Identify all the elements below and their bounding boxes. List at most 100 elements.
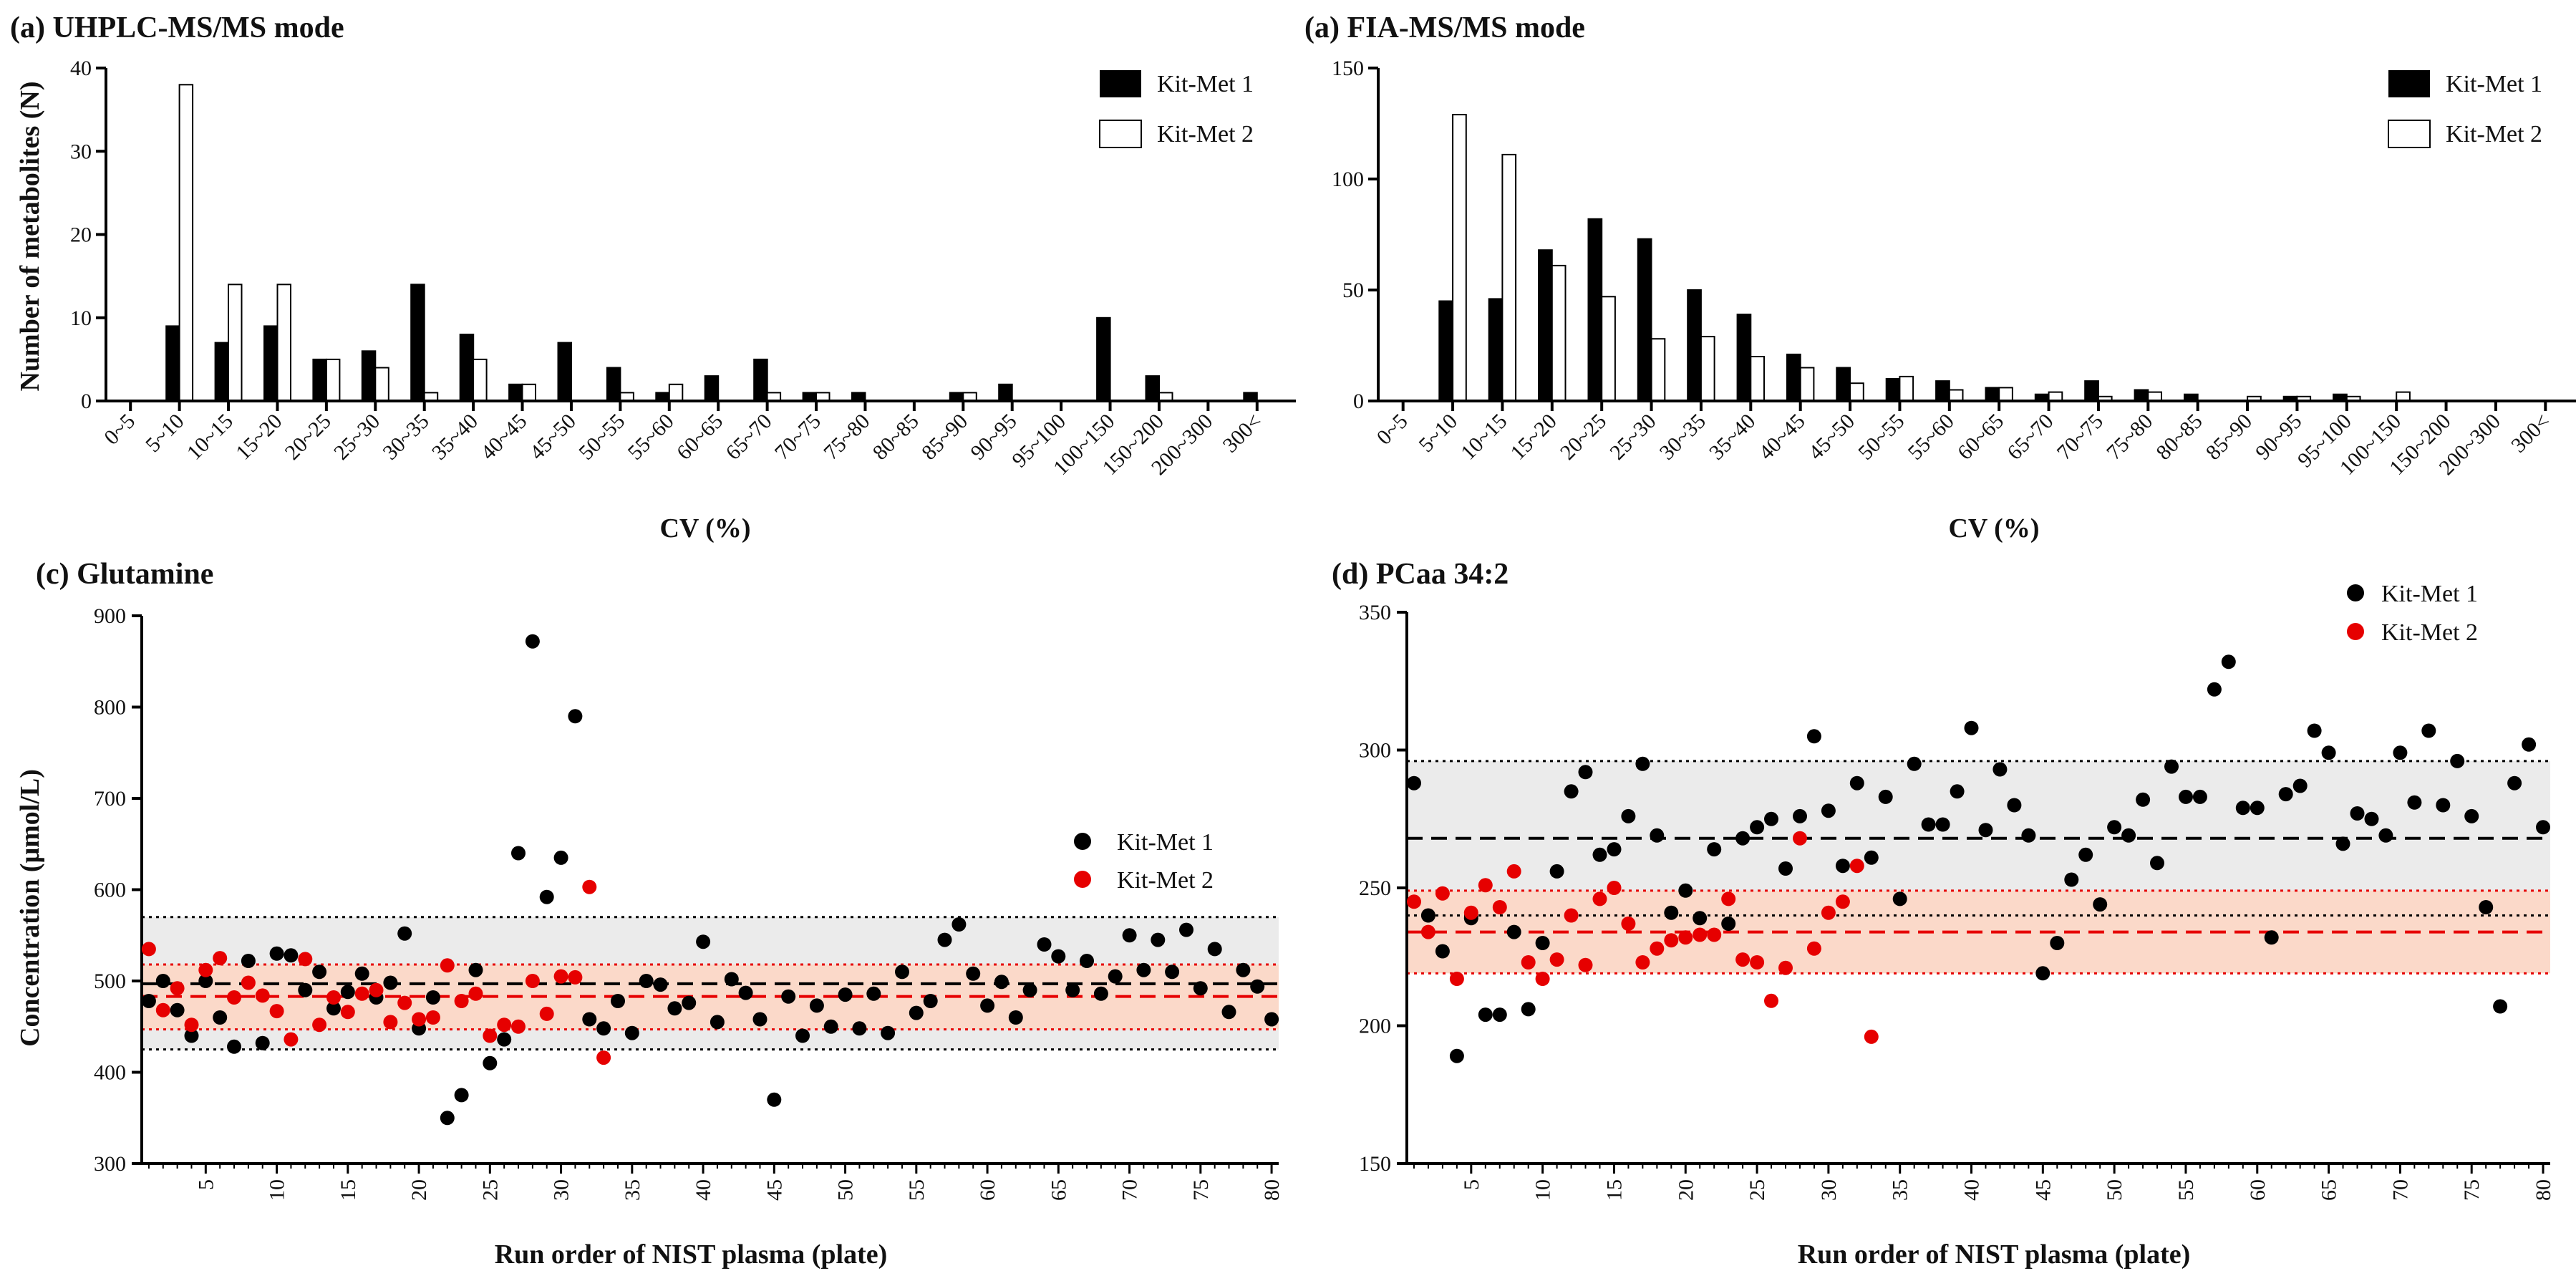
- point-kit-met-1: [1093, 986, 1108, 1001]
- point-kit-met-2: [1821, 905, 1836, 920]
- y-tick-label: 10: [70, 306, 92, 330]
- bar-kit-met-1: [2084, 380, 2099, 402]
- bar-kit-met-1: [1488, 298, 1504, 402]
- point-kit-met-1: [1635, 756, 1650, 771]
- legend-label-kit-met-2: Kit-Met 2: [1117, 867, 1214, 894]
- point-kit-met-1: [1065, 982, 1080, 997]
- x-tick-label: 5~10: [1414, 410, 1462, 458]
- point-kit-met-2: [184, 1017, 199, 1033]
- x-tick-label: 30~35: [378, 410, 433, 465]
- x-tick-label: 65~70: [721, 410, 776, 465]
- x-tick-label: 20~25: [281, 410, 336, 465]
- point-kit-met-1: [483, 1055, 498, 1070]
- point-kit-met-1: [1022, 982, 1037, 997]
- x-tick-label: 85~90: [917, 410, 972, 465]
- point-kit-met-1: [2450, 753, 2465, 768]
- point-kit-met-2: [369, 982, 384, 997]
- y-tick-label: 800: [94, 696, 126, 720]
- point-kit-met-1: [141, 994, 156, 1008]
- bar-kit-met-1: [1736, 314, 1752, 402]
- legend-swatch-kit-met-2: [2388, 120, 2431, 148]
- point-kit-met-1: [2093, 897, 2108, 912]
- point-kit-met-1: [767, 1092, 782, 1107]
- x-tick-label: 25: [478, 1179, 502, 1201]
- x-tick-label: 0~5: [100, 410, 140, 450]
- point-kit-met-2: [1621, 917, 1636, 931]
- point-kit-met-2: [1492, 900, 1507, 914]
- point-kit-met-1: [1535, 936, 1550, 950]
- bar-kit-met-2: [276, 284, 291, 402]
- point-kit-met-2: [1806, 941, 1821, 956]
- x-tick-label: 65: [2318, 1179, 2341, 1201]
- point-kit-met-2: [1607, 881, 1622, 895]
- y-tick-label: 600: [94, 879, 126, 902]
- point-kit-met-1: [1080, 954, 1094, 968]
- point-kit-met-2: [454, 994, 469, 1008]
- legend-label-kit-met-1: Kit-Met 1: [2381, 581, 2478, 607]
- x-tick-label: 10~15: [1456, 410, 1511, 465]
- x-tick-label: 55: [905, 1179, 929, 1201]
- x-tick-label: 30~35: [1655, 410, 1710, 465]
- bar-kit-met-1: [214, 342, 230, 402]
- x-tick-label: 55~60: [1904, 410, 1959, 465]
- point-kit-met-2: [255, 988, 270, 1003]
- bar-kit-met-1: [1985, 387, 2000, 402]
- point-kit-met-1: [1492, 1007, 1507, 1022]
- point-kit-met-1: [2207, 682, 2222, 697]
- point-kit-met-1: [525, 634, 540, 649]
- bar-kit-met-1: [606, 367, 621, 402]
- x-tick-label: 45: [2031, 1179, 2055, 1201]
- x-tick-label: 30: [550, 1179, 573, 1201]
- bar-kit-met-1: [1935, 380, 1950, 402]
- x-tick-label: 70: [1118, 1179, 1142, 1201]
- point-kit-met-2: [553, 969, 568, 984]
- y-tick-label: 30: [70, 140, 92, 163]
- point-kit-met-2: [141, 942, 156, 957]
- legend-label-kit-met-2: Kit-Met 2: [2381, 619, 2478, 646]
- point-kit-met-1: [2164, 759, 2179, 774]
- bar-kit-met-1: [410, 284, 425, 402]
- bar-kit-met-2: [1750, 356, 1766, 402]
- y-tick-label: 900: [94, 604, 126, 628]
- point-kit-met-1: [639, 974, 654, 988]
- point-kit-met-1: [1151, 932, 1166, 947]
- x-tick-label: 45: [762, 1179, 786, 1201]
- bar-kit-met-2: [1799, 367, 1815, 402]
- point-kit-met-1: [1707, 842, 1722, 857]
- x-tick-label: 50: [2103, 1179, 2126, 1201]
- x-tick-label: 20~25: [1556, 410, 1611, 465]
- point-kit-met-1: [1008, 1010, 1023, 1025]
- y-tick-label: 50: [1342, 279, 1364, 302]
- point-kit-met-1: [397, 926, 412, 941]
- point-kit-met-1: [682, 995, 697, 1010]
- point-kit-met-2: [1435, 886, 1450, 901]
- point-kit-met-1: [1549, 864, 1564, 879]
- point-kit-met-1: [1165, 965, 1180, 980]
- point-kit-met-1: [2064, 872, 2079, 887]
- point-kit-met-1: [2321, 745, 2336, 760]
- bar-kit-met-1: [361, 350, 377, 402]
- bar-kit-met-2: [1849, 382, 1864, 402]
- legend-label-kit-met-1: Kit-Met 1: [1117, 829, 1214, 856]
- point-kit-met-1: [1793, 808, 1807, 823]
- point-kit-met-1: [284, 948, 299, 963]
- bar-kit-met-2: [1998, 387, 2013, 402]
- point-kit-met-2: [1678, 930, 1693, 945]
- point-kit-met-1: [1750, 820, 1765, 835]
- x-tick-label: 10: [266, 1179, 289, 1201]
- x-tick-label: 60: [976, 1179, 999, 1201]
- legend-label-kit-met-2: Kit-Met 2: [1157, 121, 1254, 148]
- point-kit-met-2: [1549, 952, 1564, 967]
- x-tick-label: 25: [1745, 1179, 1769, 1201]
- bar-kit-met-2: [325, 358, 341, 402]
- point-kit-met-1: [1607, 842, 1622, 857]
- bar-kit-met-2: [521, 383, 536, 402]
- point-kit-met-1: [696, 934, 711, 949]
- point-kit-met-2: [1578, 957, 1593, 972]
- bar-kit-met-2: [1899, 375, 1914, 402]
- point-kit-met-1: [326, 1001, 341, 1016]
- point-kit-met-1: [2050, 936, 2065, 950]
- x-tick-label: 70~75: [770, 410, 825, 465]
- point-kit-met-1: [1179, 922, 1193, 937]
